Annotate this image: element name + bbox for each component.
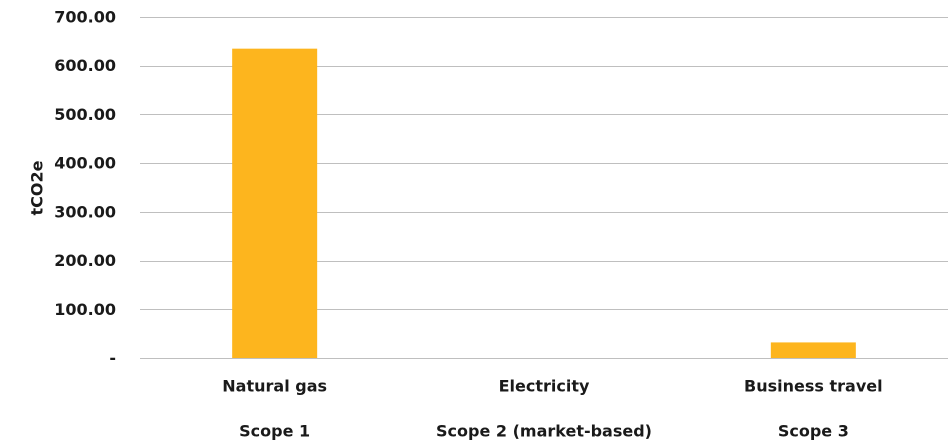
category-label: Business travel (744, 377, 883, 396)
group-label: Scope 3 (778, 422, 849, 441)
group-label: Scope 2 (market-based) (436, 422, 652, 441)
group-label: Scope 1 (239, 422, 310, 441)
y-tick-label: 200.00 (54, 251, 116, 270)
category-labels: Natural gas Electricity Business travel (222, 377, 882, 396)
y-tick-label: 300.00 (54, 202, 116, 221)
bar (770, 342, 856, 358)
y-tick-label: - (109, 349, 116, 368)
y-axis-title: tCO2e (28, 160, 47, 215)
y-tick-label: 500.00 (54, 105, 116, 124)
y-tick-label: 600.00 (54, 56, 116, 75)
y-axis-ticks: - 100.00 200.00 300.00 400.00 500.00 600.00 700… (54, 8, 116, 368)
bar (232, 48, 318, 359)
y-tick-label: 400.00 (54, 154, 116, 173)
y-tick-label: 700.00 (54, 8, 116, 27)
group-labels: Scope 1 Scope 2 (market-based) Scope 3 (239, 422, 849, 441)
bars (232, 48, 856, 359)
y-tick-label: 100.00 (54, 300, 116, 319)
category-label: Natural gas (222, 377, 327, 396)
category-label: Electricity (499, 377, 590, 396)
